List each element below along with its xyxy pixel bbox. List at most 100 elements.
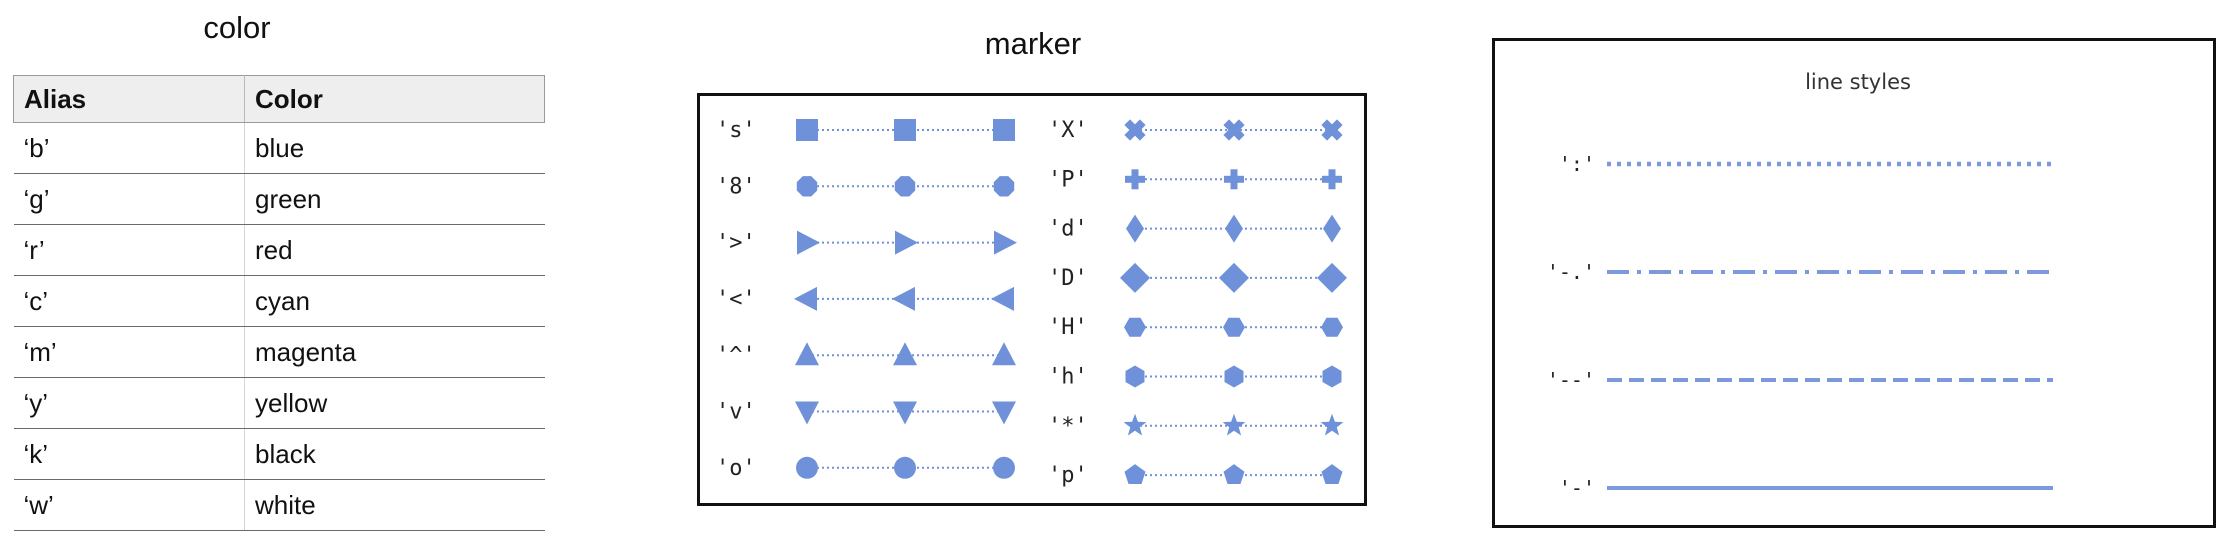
alias-cell: ‘w’: [13, 479, 245, 531]
table-row: ‘c’ cyan: [13, 275, 545, 327]
marker-code-label: 'H': [1048, 315, 1088, 340]
marker-hexagon-pointy-icon: [1224, 365, 1244, 388]
marker-row: 'h': [1048, 365, 1342, 390]
marker-x-filled-icon: [1223, 119, 1245, 141]
marker-hexagon-pointy-icon: [1322, 365, 1342, 388]
marker-square-icon: [894, 119, 916, 141]
marker-code-label: 'p': [1048, 463, 1088, 488]
table-row: ‘r’ red: [13, 224, 545, 276]
color-name-cell: cyan: [244, 275, 545, 327]
line-style-row: '-.': [1547, 260, 2053, 284]
marker-hexagon-pointy-icon: [1125, 365, 1145, 388]
table-row: ‘y’ yellow: [13, 377, 545, 429]
marker-star-icon: [1123, 413, 1147, 436]
marker-diamond-icon: [1317, 262, 1347, 293]
marker-triangle-right-icon: [797, 230, 820, 255]
marker-plus-filled-icon: [1322, 169, 1342, 190]
marker-thin-diamond-icon: [1225, 214, 1243, 243]
marker-triangle-up-icon: [893, 342, 917, 366]
marker-code-label: 'P': [1048, 167, 1088, 192]
marker-circle-icon: [894, 456, 916, 479]
marker-octagon-icon: [993, 176, 1015, 197]
line-styles-title: line styles: [1805, 70, 1911, 94]
table-row: ‘k’ black: [13, 428, 545, 480]
line-style-row: '--': [1547, 368, 2053, 392]
marker-row: 'o': [716, 456, 1015, 481]
marker-octagon-icon: [894, 176, 916, 197]
color-section-title: color: [203, 10, 271, 45]
marker-code-label: 'd': [1048, 217, 1088, 242]
line-styles-panel: line styles ':' '-.' '--' '-': [1492, 38, 2216, 528]
marker-thin-diamond-icon: [1323, 214, 1341, 243]
marker-row: '8': [716, 174, 1015, 199]
color-name-cell: red: [244, 224, 545, 276]
line-style-code-label: ':': [1559, 152, 1595, 176]
marker-square-icon: [796, 119, 818, 141]
color-alias-table: Alias Color ‘b’ blue ‘g’ green ‘r’ red ‘c’ c…: [13, 75, 545, 531]
marker-code-label: 'X': [1048, 118, 1088, 143]
marker-code-label: 'h': [1048, 365, 1088, 390]
alias-cell: ‘c’: [13, 275, 245, 327]
marker-row: 'p': [1048, 463, 1343, 488]
marker-row: 's': [716, 118, 1015, 143]
marker-plus-filled-icon: [1125, 169, 1145, 190]
color-column-header: Color: [244, 75, 545, 123]
marker-hexagon-flat-icon: [1124, 317, 1146, 337]
table-row: ‘b’ blue: [13, 122, 545, 174]
marker-triangle-down-icon: [992, 401, 1016, 425]
marker-hexagon-flat-icon: [1223, 317, 1245, 337]
marker-examples-svg: 's' '8' '>' '<' '^' 'v' 'o' 'X' 'P' 'd' 'D' 'H' 'h' '…: [716, 118, 1347, 488]
line-style-code-label: '-': [1559, 476, 1595, 500]
marker-row: 'X': [1048, 118, 1343, 143]
table-header-row: Alias Color: [13, 75, 545, 123]
marker-triangle-right-icon: [895, 230, 918, 255]
marker-diamond-icon: [1120, 262, 1150, 293]
marker-circle-icon: [796, 456, 818, 479]
marker-triangle-up-icon: [795, 342, 819, 366]
marker-pentagon-icon: [1321, 464, 1343, 484]
marker-x-filled-icon: [1321, 119, 1343, 141]
alias-column-header: Alias: [13, 75, 245, 123]
marker-pentagon-icon: [1223, 464, 1245, 484]
line-style-code-label: '--': [1547, 368, 1595, 392]
marker-triangle-up-icon: [992, 342, 1016, 366]
alias-cell: ‘g’: [13, 173, 245, 225]
line-style-row: ':': [1559, 152, 2053, 176]
marker-plus-filled-icon: [1224, 169, 1244, 190]
alias-cell: ‘y’: [13, 377, 245, 429]
color-name-cell: blue: [244, 122, 545, 174]
alias-cell: ‘b’: [13, 122, 245, 174]
table-row: ‘w’ white: [13, 479, 545, 531]
alias-cell: ‘r’: [13, 224, 245, 276]
marker-row: 'v': [716, 400, 1016, 425]
marker-code-label: 'D': [1048, 266, 1088, 291]
marker-row: 'P': [1048, 167, 1342, 192]
marker-code-label: '^': [716, 343, 756, 368]
color-name-cell: yellow: [244, 377, 545, 429]
marker-row: 'd': [1048, 214, 1341, 243]
table-row: ‘g’ green: [13, 173, 545, 225]
marker-star-icon: [1222, 413, 1246, 436]
marker-code-label: '>': [716, 231, 756, 256]
marker-diamond-icon: [1219, 262, 1249, 293]
marker-triangle-right-icon: [994, 230, 1017, 255]
marker-examples-panel: 's' '8' '>' '<' '^' 'v' 'o' 'X' 'P' 'd' 'D' 'H' 'h' '…: [697, 93, 1367, 506]
marker-square-icon: [993, 119, 1015, 141]
marker-code-label: '*': [1048, 414, 1088, 439]
line-style-row: '-': [1559, 476, 2053, 500]
color-name-cell: black: [244, 428, 545, 480]
marker-row: '*': [1048, 413, 1344, 439]
marker-circle-icon: [993, 456, 1015, 479]
alias-cell: ‘m’: [13, 326, 245, 378]
color-name-cell: green: [244, 173, 545, 225]
marker-row: 'D': [1048, 262, 1347, 293]
marker-triangle-down-icon: [795, 401, 819, 425]
marker-x-filled-icon: [1124, 119, 1146, 141]
marker-row: '>': [716, 230, 1017, 256]
marker-pentagon-icon: [1124, 464, 1146, 484]
marker-section-title: marker: [984, 26, 1082, 61]
line-style-code-label: '-.': [1547, 260, 1595, 284]
marker-triangle-left-icon: [991, 286, 1014, 311]
marker-star-icon: [1320, 413, 1344, 436]
color-name-cell: white: [244, 479, 545, 531]
